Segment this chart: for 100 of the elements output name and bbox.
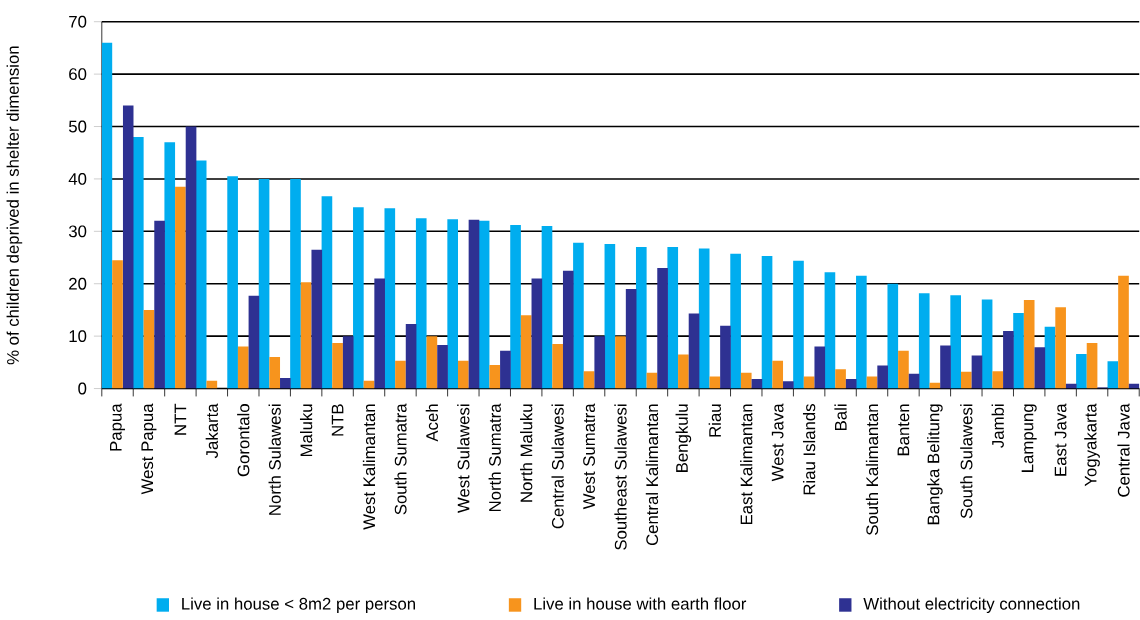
x-tick-label: North Sulawesi (268, 404, 281, 515)
bar (552, 343, 563, 389)
bar (395, 360, 406, 389)
bar (154, 220, 165, 389)
y-tick-label: 0 (78, 382, 87, 395)
x-tick-label: Riau (708, 404, 721, 437)
bar (290, 178, 301, 389)
bar (720, 325, 731, 389)
x-tick-label: Gorontalo (237, 403, 250, 476)
bar (594, 335, 606, 389)
bar (709, 376, 721, 389)
bar (583, 371, 595, 389)
x-tick-label: Yogyakarta (1084, 403, 1100, 487)
legend-label: Live in house with earth floor (534, 597, 747, 610)
bar (143, 309, 155, 389)
bar (992, 371, 1004, 389)
bar (541, 225, 553, 389)
x-tick-label: East Java (1054, 403, 1067, 476)
bar (500, 350, 511, 389)
x-tick-label: West Java (771, 403, 784, 482)
bar (405, 323, 417, 389)
bar (185, 126, 197, 389)
bar (688, 313, 700, 389)
bar (793, 260, 804, 389)
bar (468, 219, 480, 389)
bar (112, 259, 123, 389)
y-tick-label: 70 (69, 15, 87, 28)
bar (195, 160, 207, 389)
x-tick-label: South Kalimantan (865, 404, 879, 535)
x-tick-label: Southeast Sulawesi (614, 404, 627, 550)
x-tick-label: NTT (174, 403, 187, 435)
x-tick-label: Jambi (991, 404, 1004, 448)
x-tick-label: West Sulawesi (457, 404, 470, 513)
x-tick-label: South Sumatra (394, 403, 407, 515)
x-tick-label: Riau Islands (802, 403, 816, 495)
legend-label: Without electricity connection (863, 597, 1080, 613)
bar (415, 218, 427, 389)
x-tick-label: Banten (897, 404, 910, 455)
bar (384, 208, 396, 389)
bar (237, 346, 249, 389)
bar (1118, 275, 1129, 389)
bar (971, 355, 983, 389)
bar (625, 288, 637, 389)
x-tick-label: North Maluku (520, 404, 533, 502)
bar (657, 267, 668, 389)
bar (950, 295, 961, 389)
bar (761, 255, 773, 389)
bar (342, 335, 354, 389)
bar (856, 275, 867, 389)
bar (887, 283, 899, 389)
y-tick-label: 10 (69, 330, 87, 342)
x-tick-label: West Kalimantan (362, 404, 376, 530)
bar (164, 142, 176, 389)
bar (635, 246, 647, 389)
bar (122, 105, 134, 389)
bar (1107, 361, 1119, 389)
y-axis-title: % of children deprived in shelter dimension (6, 46, 23, 365)
bar (447, 219, 458, 389)
bar (918, 292, 930, 389)
bar (332, 342, 343, 389)
bar (280, 377, 291, 389)
bar (678, 354, 689, 389)
x-tick-label: North Sumatra (488, 403, 501, 511)
bar (1013, 312, 1024, 389)
x-tick-label: East Kalimantan (740, 404, 753, 524)
bar (1003, 330, 1014, 389)
bar (1044, 326, 1056, 389)
bar (353, 207, 364, 389)
bar (510, 224, 521, 389)
legend-label: Live in house < 8m2 per person (182, 597, 415, 613)
bar (311, 249, 323, 389)
bar (562, 270, 574, 389)
bar (740, 372, 752, 389)
bar (940, 345, 951, 389)
y-tick-label: 60 (69, 67, 87, 80)
bar (814, 346, 826, 389)
bar (1055, 307, 1066, 389)
x-tick-label: Aceh (425, 404, 439, 442)
bar (866, 376, 878, 389)
x-tick-label: Bengkulu (675, 404, 692, 472)
bar (573, 242, 584, 389)
bar (898, 350, 909, 389)
bar (520, 314, 532, 389)
y-tick-label: 30 (68, 225, 87, 238)
bar (845, 378, 857, 389)
x-tick-label: Bangka Belitung (927, 404, 943, 524)
bar (1034, 346, 1046, 389)
x-tick-label: Bali (834, 404, 847, 430)
bar (531, 278, 543, 389)
bar (908, 373, 920, 389)
bar (426, 335, 438, 389)
bar (458, 360, 469, 389)
bar (667, 246, 679, 389)
bar (835, 368, 846, 389)
x-tick-label: West Sumatra (583, 403, 595, 510)
bar (1023, 299, 1035, 389)
bar (1076, 353, 1087, 389)
bar (981, 299, 993, 389)
bar (772, 360, 784, 389)
bar (698, 248, 710, 389)
